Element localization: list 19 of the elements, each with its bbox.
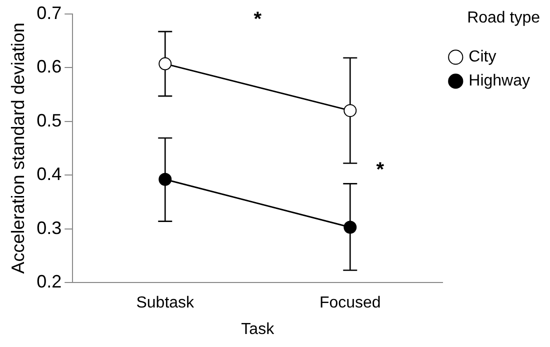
legend-label: Highway [468,72,530,90]
y-tick-label: 0.3 [36,218,62,238]
annotation: * [376,158,384,181]
y-tick-label: 0.4 [36,164,62,184]
point [344,220,357,234]
x-tick-label: Subtask [136,294,196,312]
x-tick-label: Focused [319,294,381,312]
point [344,104,357,118]
y-tick-label: 0.2 [36,272,62,292]
y-axis-title: Acceleration standard deviation [8,22,28,274]
annotation: * [254,8,262,30]
point [158,172,172,186]
point [158,57,172,70]
legend-label: City [468,48,496,66]
y-tick-label: 0.5 [36,110,62,130]
y-tick-label: 0.6 [36,56,62,77]
x-axis-title: Task [241,320,276,338]
legend-title: Road type [467,9,540,26]
y-tick-label: 0.7 [36,2,62,23]
